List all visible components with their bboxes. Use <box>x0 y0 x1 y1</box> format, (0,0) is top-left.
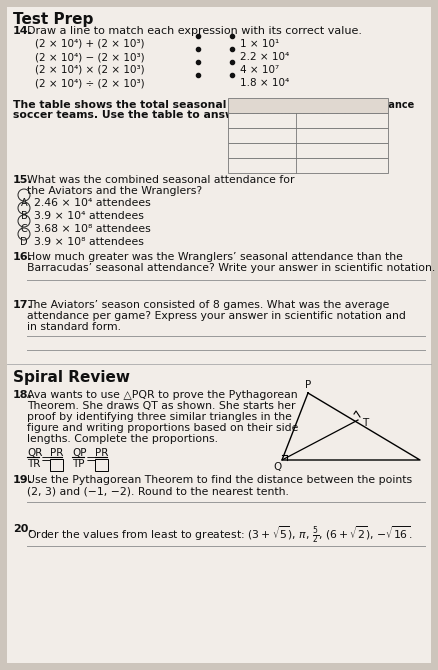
Text: lengths. Complete the proportions.: lengths. Complete the proportions. <box>27 434 218 444</box>
Text: 2.3 × 10⁴: 2.3 × 10⁴ <box>299 115 345 125</box>
Bar <box>50 459 63 471</box>
Bar <box>95 459 108 471</box>
Text: =: = <box>41 453 52 466</box>
Text: Q: Q <box>273 462 281 472</box>
Text: (2 × 10⁴) + (2 × 10³): (2 × 10⁴) + (2 × 10³) <box>35 39 145 49</box>
Text: QP: QP <box>72 448 86 458</box>
Text: T: T <box>362 418 368 428</box>
Text: Barracudas’ seasonal attendance? Write your answer in scientific notation.: Barracudas’ seasonal attendance? Write y… <box>27 263 435 273</box>
Text: 2.46 × 10⁴ attendees: 2.46 × 10⁴ attendees <box>34 198 151 208</box>
Text: (2 × 10⁴) × (2 × 10³): (2 × 10⁴) × (2 × 10³) <box>35 65 145 75</box>
Text: 1 × 10¹: 1 × 10¹ <box>240 39 279 49</box>
Text: Wranglers: Wranglers <box>231 130 280 140</box>
Text: =: = <box>86 453 97 466</box>
Text: 20.: 20. <box>13 524 32 534</box>
Text: Theorem. She draws QT as shown. She starts her: Theorem. She draws QT as shown. She star… <box>27 401 296 411</box>
Text: 3.68 × 10⁸ attendees: 3.68 × 10⁸ attendees <box>34 224 151 234</box>
Text: (2, 3) and (−1, −2). Round to the nearest tenth.: (2, 3) and (−1, −2). Round to the neares… <box>27 486 289 496</box>
Text: P: P <box>305 380 311 390</box>
Text: Draw a line to match each expression with its correct value.: Draw a line to match each expression wit… <box>27 26 362 36</box>
Text: A: A <box>21 198 27 208</box>
Text: the Aviators and the Wranglers?: the Aviators and the Wranglers? <box>27 186 202 196</box>
Text: How much greater was the Wranglers’ seasonal attendance than the: How much greater was the Wranglers’ seas… <box>27 252 403 262</box>
Text: C: C <box>21 224 27 234</box>
Bar <box>228 113 388 128</box>
Bar <box>228 128 388 143</box>
Text: Barracudas: Barracudas <box>231 145 286 155</box>
Text: 1.8 × 10⁴: 1.8 × 10⁴ <box>240 78 289 88</box>
Text: PR: PR <box>95 448 108 458</box>
Text: soccer teams. Use the table to answer Problems 15–17.: soccer teams. Use the table to answer Pr… <box>13 110 353 120</box>
Text: Aviators: Aviators <box>231 115 270 125</box>
Text: Spiral Review: Spiral Review <box>13 370 130 385</box>
Text: Order the values from least to greatest: $(3 + \sqrt{5})$, $\pi$, $\frac{5}{2}$,: Order the values from least to greatest:… <box>27 524 413 545</box>
Text: 8.9 × 10³: 8.9 × 10³ <box>299 145 345 155</box>
Text: (2 × 10⁴) − (2 × 10³): (2 × 10⁴) − (2 × 10³) <box>35 52 145 62</box>
Text: 15.: 15. <box>13 175 32 185</box>
Text: TR: TR <box>27 459 40 469</box>
Text: Use the Pythagorean Theorem to find the distance between the points: Use the Pythagorean Theorem to find the … <box>27 475 412 485</box>
Bar <box>228 158 388 173</box>
Text: 4 × 10⁷: 4 × 10⁷ <box>240 65 279 75</box>
Text: TP: TP <box>72 459 85 469</box>
Text: 19.: 19. <box>13 475 33 485</box>
Text: 17.: 17. <box>13 300 33 310</box>
Text: 2.2 × 10⁴: 2.2 × 10⁴ <box>240 52 289 62</box>
Text: (2 × 10⁴) ÷ (2 × 10³): (2 × 10⁴) ÷ (2 × 10³) <box>35 78 145 88</box>
Text: Manatees: Manatees <box>231 160 279 170</box>
Text: 16.: 16. <box>13 252 33 262</box>
Text: QR: QR <box>27 448 42 458</box>
Text: attendance per game? Express your answer in scientific notation and: attendance per game? Express your answer… <box>27 311 406 321</box>
Text: proof by identifying three similar triangles in the: proof by identifying three similar trian… <box>27 412 292 422</box>
Text: The table shows the total seasonal attendance for four: The table shows the total seasonal atten… <box>13 100 350 110</box>
Text: 14.: 14. <box>13 26 33 36</box>
Text: figure and writing proportions based on their side: figure and writing proportions based on … <box>27 423 298 433</box>
Text: B: B <box>21 211 27 221</box>
Text: The Aviators’ season consisted of 8 games. What was the average: The Aviators’ season consisted of 8 game… <box>27 300 389 310</box>
Text: Team: Team <box>231 100 260 110</box>
Text: Test Prep: Test Prep <box>13 12 93 27</box>
Text: 18.: 18. <box>13 390 33 400</box>
Text: 20,200: 20,200 <box>299 160 333 170</box>
Text: D: D <box>20 237 28 247</box>
Text: What was the combined seasonal attendance for: What was the combined seasonal attendanc… <box>27 175 294 185</box>
Text: Ava wants to use △PQR to prove the Pythagorean: Ava wants to use △PQR to prove the Pytha… <box>27 390 298 400</box>
Text: Seasonal attendance: Seasonal attendance <box>299 100 414 110</box>
Text: PR: PR <box>50 448 64 458</box>
Text: 3.9 × 10⁴ attendees: 3.9 × 10⁴ attendees <box>34 211 144 221</box>
Bar <box>228 143 388 158</box>
Bar <box>228 98 388 113</box>
Text: 16,000: 16,000 <box>299 130 333 140</box>
Text: in standard form.: in standard form. <box>27 322 121 332</box>
Text: 3.9 × 10⁸ attendees: 3.9 × 10⁸ attendees <box>34 237 144 247</box>
